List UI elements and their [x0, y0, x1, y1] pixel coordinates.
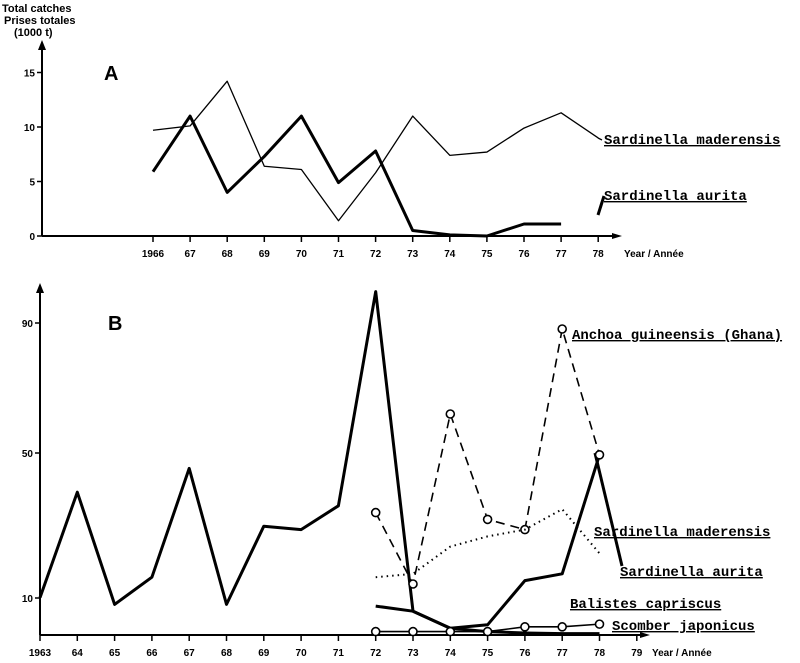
- x-tick-label: 67: [184, 648, 196, 659]
- x-axis-arrow-icon: [640, 632, 650, 638]
- series-line-sardinella-aurita: [38, 290, 601, 630]
- x-tick-label: 64: [72, 648, 84, 659]
- data-point-marker: [408, 626, 418, 637]
- x-tick-label: 69: [259, 249, 271, 260]
- y-tick-label: 10: [22, 594, 34, 605]
- panel-a: 1966 67 68 69 70 71 72 73 74 75 76 77 78 Year / Année…: [24, 40, 780, 260]
- x-tick-label: 68: [221, 648, 233, 659]
- panel-b-label: B: [108, 313, 122, 335]
- series-line-sardinella-maderensis: [375, 508, 601, 579]
- y-tick-label: 90: [22, 319, 34, 330]
- x-tick-label: 78: [593, 249, 605, 260]
- x-tick-label: 70: [296, 249, 308, 260]
- data-point-marker: [445, 409, 456, 419]
- x-axis-arrow-icon: [612, 233, 622, 239]
- data-point-marker: [557, 622, 568, 632]
- panel-b: 1963 64 65 66 67 68 69 70 71 72 73 74 75 76 77 78 79 Year…: [22, 283, 782, 659]
- x-tick-label: 65: [109, 648, 121, 659]
- x-tick-label: 1963: [29, 648, 52, 659]
- x-tick-label: 73: [407, 648, 419, 659]
- x-tick-label: 79: [631, 648, 643, 659]
- y-tick-label: 50: [22, 449, 34, 460]
- x-tick-label: 73: [407, 249, 419, 260]
- y-axis-title-line-3: (1000 t): [14, 27, 53, 39]
- data-point-marker: [594, 449, 605, 460]
- y-tick-label: 15: [24, 69, 36, 80]
- x-tick-label: 77: [557, 648, 569, 659]
- x-tick-label: 72: [370, 648, 382, 659]
- x-tick-label: 78: [594, 648, 606, 659]
- x-axis-title: Year / Année: [652, 648, 712, 659]
- series-line-anchoa-guineensis-ghana: [374, 328, 601, 585]
- legend-leader-line: [597, 137, 603, 141]
- x-tick-label: 74: [445, 648, 457, 659]
- label-balistes-capriscus: Balistes capriscus: [570, 597, 721, 613]
- x-tick-label: 75: [481, 249, 493, 260]
- data-point-marker: [408, 579, 418, 589]
- label-scomber-japonicus: Scomber japonicus: [612, 619, 755, 635]
- label-sardinella-maderensis-a: Sardinella maderensis: [604, 133, 780, 149]
- x-tick-label: 70: [296, 648, 308, 659]
- series-line-sardinella-maderensis: [152, 80, 599, 222]
- data-point-marker: [594, 619, 605, 629]
- data-point-marker: [370, 626, 381, 637]
- x-tick-label: 71: [333, 249, 345, 260]
- x-axis-title: Year / Année: [624, 249, 684, 260]
- x-tick-label: 66: [146, 648, 158, 659]
- x-tick-label: 68: [222, 249, 234, 260]
- x-tick-label: 75: [482, 648, 494, 659]
- legend-leader-line: [593, 452, 624, 567]
- x-tick-label: 72: [370, 249, 382, 260]
- y-tick-label: 5: [29, 178, 35, 189]
- data-point-marker: [520, 622, 530, 632]
- y-axis-arrow-icon: [38, 40, 46, 50]
- x-tick-label: 77: [556, 249, 568, 260]
- x-tick-label: 67: [185, 249, 197, 260]
- x-tick-label: 1966: [142, 249, 165, 260]
- data-point-marker: [482, 626, 493, 637]
- data-point-marker: [557, 324, 568, 334]
- x-tick-label: 74: [444, 249, 456, 260]
- data-point-marker: [370, 507, 381, 518]
- panel-a-label: A: [104, 63, 118, 85]
- data-point-marker: [445, 626, 456, 637]
- x-tick-label: 71: [333, 648, 345, 659]
- legend-leader-line: [596, 195, 606, 216]
- x-tick-label: 76: [519, 648, 531, 659]
- x-tick-label: 69: [258, 648, 270, 659]
- y-axis-title-line-2: Prises totales: [4, 15, 76, 27]
- y-axis-arrow-icon: [36, 283, 44, 293]
- label-sardinella-aurita-b: Sardinella aurita: [620, 565, 763, 581]
- label-anchoa-guineensis: Anchoa guineensis (Ghana): [572, 328, 782, 344]
- series-line-sardinella-aurita: [151, 114, 562, 238]
- x-tick-label: 76: [518, 249, 530, 260]
- y-tick-label: 10: [24, 123, 36, 134]
- label-sardinella-aurita-a: Sardinella aurita: [604, 189, 747, 205]
- data-point-marker: [482, 514, 493, 525]
- y-axis-title-line-1: Total catches: [2, 3, 72, 15]
- label-sardinella-maderensis-b: Sardinella maderensis: [594, 525, 770, 541]
- y-tick-label: 0: [29, 232, 35, 243]
